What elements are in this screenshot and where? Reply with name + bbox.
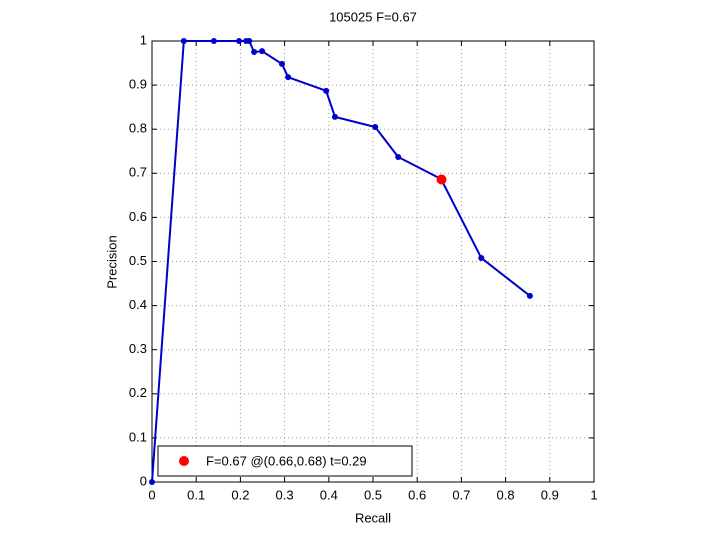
y-tick-label: 0.8 [129, 121, 147, 136]
legend-marker [179, 456, 189, 466]
x-tick-label: 0.7 [452, 487, 470, 502]
y-tick-label: 0.6 [129, 209, 147, 224]
y-tick-label: 0.5 [129, 253, 147, 268]
x-tick-label: 0.2 [231, 487, 249, 502]
x-tick-label: 1 [590, 487, 597, 502]
point [210, 38, 217, 44]
x-tick-label: 0.9 [541, 487, 559, 502]
y-tick-label: 0 [140, 473, 147, 488]
y-tick-label: 1 [140, 32, 147, 47]
x-tick-label: 0.8 [497, 487, 515, 502]
point [372, 123, 379, 130]
point [259, 48, 266, 55]
x-tick-label: 0 [148, 487, 155, 502]
best-point [436, 174, 447, 185]
y-tick-label: 0.4 [129, 297, 147, 312]
y-tick-label: 0.7 [129, 165, 147, 180]
point [478, 254, 485, 261]
point [331, 113, 338, 120]
x-tick-label: 0.5 [364, 487, 382, 502]
point [278, 60, 285, 67]
point [236, 38, 243, 44]
point [246, 38, 253, 44]
y-tick-label: 0.1 [129, 429, 147, 444]
y-axis-label: Precision [104, 235, 119, 288]
point [526, 292, 533, 299]
legend-label: F=0.67 @(0.66,0.68) t=0.29 [206, 453, 367, 468]
x-tick-label: 0.1 [187, 487, 205, 502]
point [323, 87, 330, 94]
legend-box [157, 445, 413, 477]
x-tick-label: 0.3 [276, 487, 294, 502]
x-tick-label: 0.6 [408, 487, 426, 502]
point [149, 479, 155, 485]
x-axis-label: Recall [355, 510, 391, 525]
point [395, 153, 402, 160]
y-tick-label: 0.2 [129, 385, 147, 400]
point [285, 74, 292, 81]
y-tick-label: 0.3 [129, 341, 147, 356]
chart-title: 105025 F=0.67 [329, 9, 417, 24]
y-tick-label: 0.9 [129, 77, 147, 92]
plot-frame [151, 40, 595, 483]
point [251, 49, 258, 56]
point [180, 38, 187, 44]
x-tick-label: 0.4 [320, 487, 338, 502]
